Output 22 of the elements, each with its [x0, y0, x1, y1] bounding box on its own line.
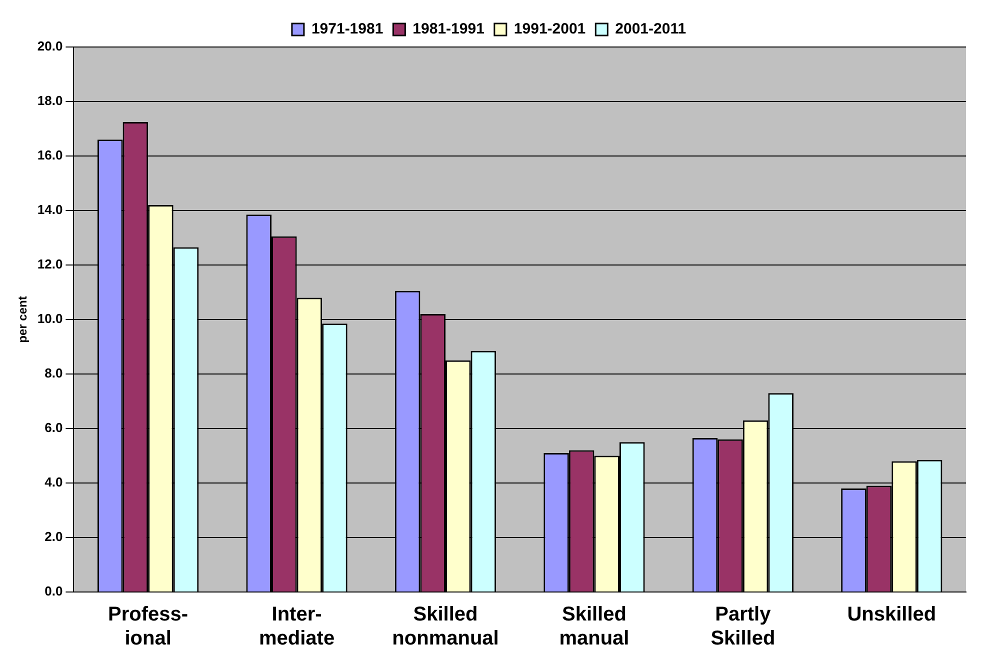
y-axis-title: per cent: [16, 296, 30, 343]
x-tick-label: Skilled manual: [559, 604, 630, 650]
y-tick-label: 2.0: [44, 529, 63, 544]
legend-label: 1981-1991: [412, 20, 484, 38]
legend-label: 1971-1981: [311, 20, 384, 38]
y-tick-label: 16.0: [37, 148, 63, 163]
y-tick-label: 12.0: [37, 256, 63, 272]
y-tick-label: 10.0: [37, 311, 63, 326]
x-tick-label: Unskilled: [847, 604, 936, 626]
x-tick-label: Profess- ional: [108, 604, 188, 650]
x-tick-label: Partly Skilled: [710, 604, 776, 650]
y-tick-label: 6.0: [44, 420, 63, 436]
y-tick-label: 8.0: [44, 366, 63, 381]
legend-label: 2001-2011: [615, 20, 686, 38]
legend-label: 1991-2001: [514, 20, 586, 38]
y-tick-label: 18.0: [37, 93, 63, 108]
x-tick-label: Inter- mediate: [258, 604, 335, 650]
y-tick-label: 4.0: [44, 474, 63, 490]
y-tick-label: 20.0: [37, 38, 63, 54]
y-tick-label: 0.0: [44, 584, 63, 599]
x-tick-label: Skilled nonmanual: [392, 604, 499, 650]
y-tick-label: 14.0: [37, 202, 63, 218]
